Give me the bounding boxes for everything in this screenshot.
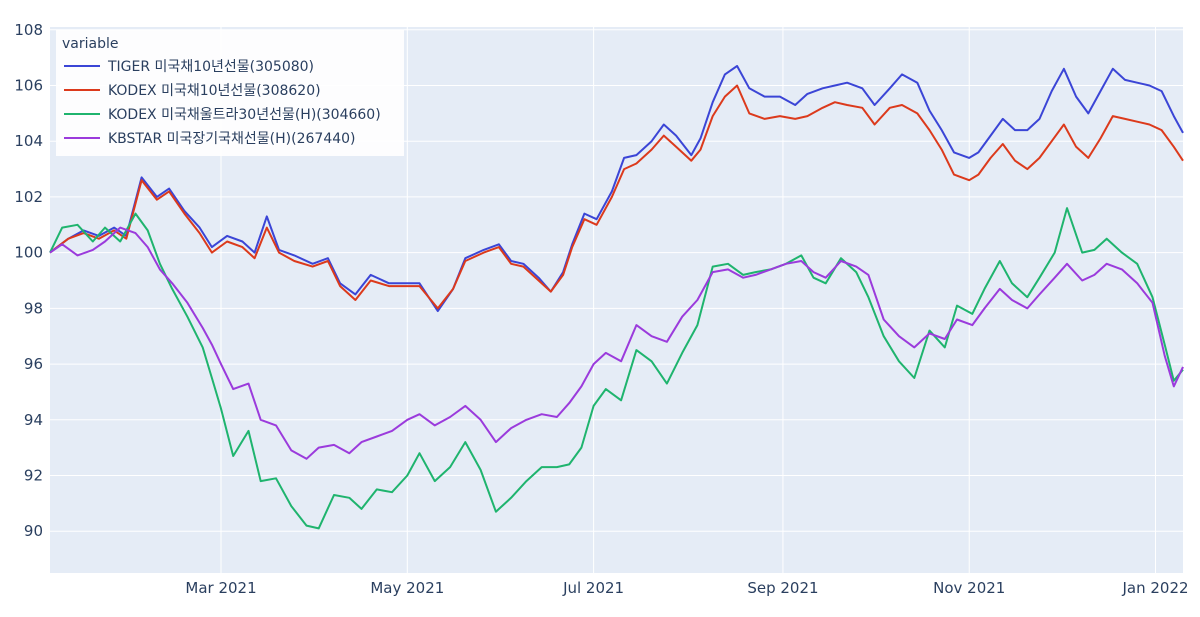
legend-label: TIGER 미국채10년선물(305080): [107, 59, 314, 75]
y-tick-label: 108: [14, 21, 43, 39]
x-tick-label: Jul 2021: [562, 579, 624, 597]
y-tick-label: 100: [14, 244, 43, 262]
legend-label: KBSTAR 미국장기국채선물(H)(267440): [108, 131, 356, 147]
legend-label: KODEX 미국채10년선물(308620): [108, 83, 321, 99]
x-tick-label: Jan 2022: [1121, 579, 1188, 597]
gridlines: [50, 27, 1183, 573]
legend-label: KODEX 미국채울트라30년선물(H)(304660): [108, 107, 381, 123]
y-tick-label: 106: [14, 77, 43, 95]
legend-items: TIGER 미국채10년선물(305080) KODEX 미국채10년선물(308…: [64, 59, 381, 147]
x-tick-label: Nov 2021: [933, 579, 1005, 597]
series-line-4: [49, 226, 1184, 460]
y-tick-label: 102: [14, 188, 43, 206]
y-axis: 90 92 94 96 98 100 102 104 106 108: [14, 21, 43, 540]
x-axis: Mar 2021 May 2021 Jul 2021 Sep 2021 Nov 2021…: [185, 579, 1188, 597]
y-tick-label: 104: [14, 132, 43, 150]
x-tick-label: Mar 2021: [185, 579, 256, 597]
y-tick-label: 90: [24, 522, 43, 540]
series-line-3: [49, 207, 1184, 530]
y-tick-label: 92: [24, 467, 43, 485]
series-layer: [49, 65, 1184, 530]
series-line-2: [49, 84, 1184, 310]
y-tick-label: 98: [24, 299, 43, 317]
legend: variable TIGER 미국채10년선물(305080) KODEX 미국채…: [56, 30, 404, 156]
x-tick-label: May 2021: [370, 579, 444, 597]
y-tick-label: 94: [24, 411, 43, 429]
series-line-1: [49, 65, 1184, 313]
legend-box: [56, 30, 404, 156]
y-tick-label: 96: [24, 355, 43, 373]
legend-title: variable: [62, 36, 118, 52]
x-tick-label: Sep 2021: [747, 579, 818, 597]
